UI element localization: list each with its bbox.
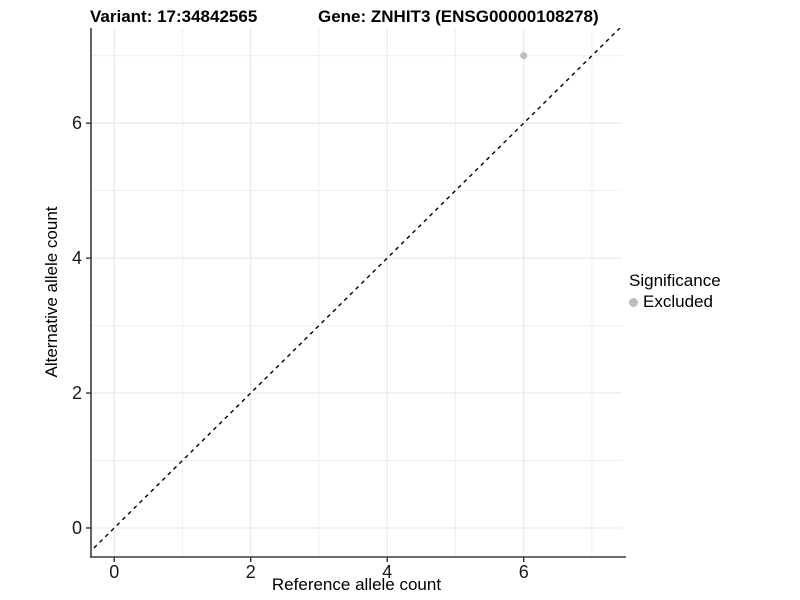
x-tick-label: 4 [382,562,392,582]
legend: Significance Excluded [629,271,721,312]
x-axis-title: Reference allele count [271,575,442,594]
legend-item-label: Excluded [643,292,713,311]
legend-title: Significance [629,271,721,290]
y-tick-label: 6 [72,113,82,133]
x-tick-label: 6 [519,562,529,582]
plot-title-variant: Variant: 17:34842565 [90,7,258,26]
x-tick-label: 0 [109,562,119,582]
y-tick-label: 4 [72,248,82,268]
y-axis-title-text: Alternative allele count [42,206,61,378]
y-tick-label: 0 [72,518,82,538]
excluded-point-icon [629,297,638,307]
data-point [520,52,528,60]
x-tick-label: 2 [246,562,256,582]
y-tick-label: 2 [72,383,82,403]
plot-title-gene: Gene: ZNHIT3 (ENSG00000108278) [318,7,599,26]
legend-item-excluded: Excluded [629,292,721,312]
identity-dashed-line [91,28,621,552]
